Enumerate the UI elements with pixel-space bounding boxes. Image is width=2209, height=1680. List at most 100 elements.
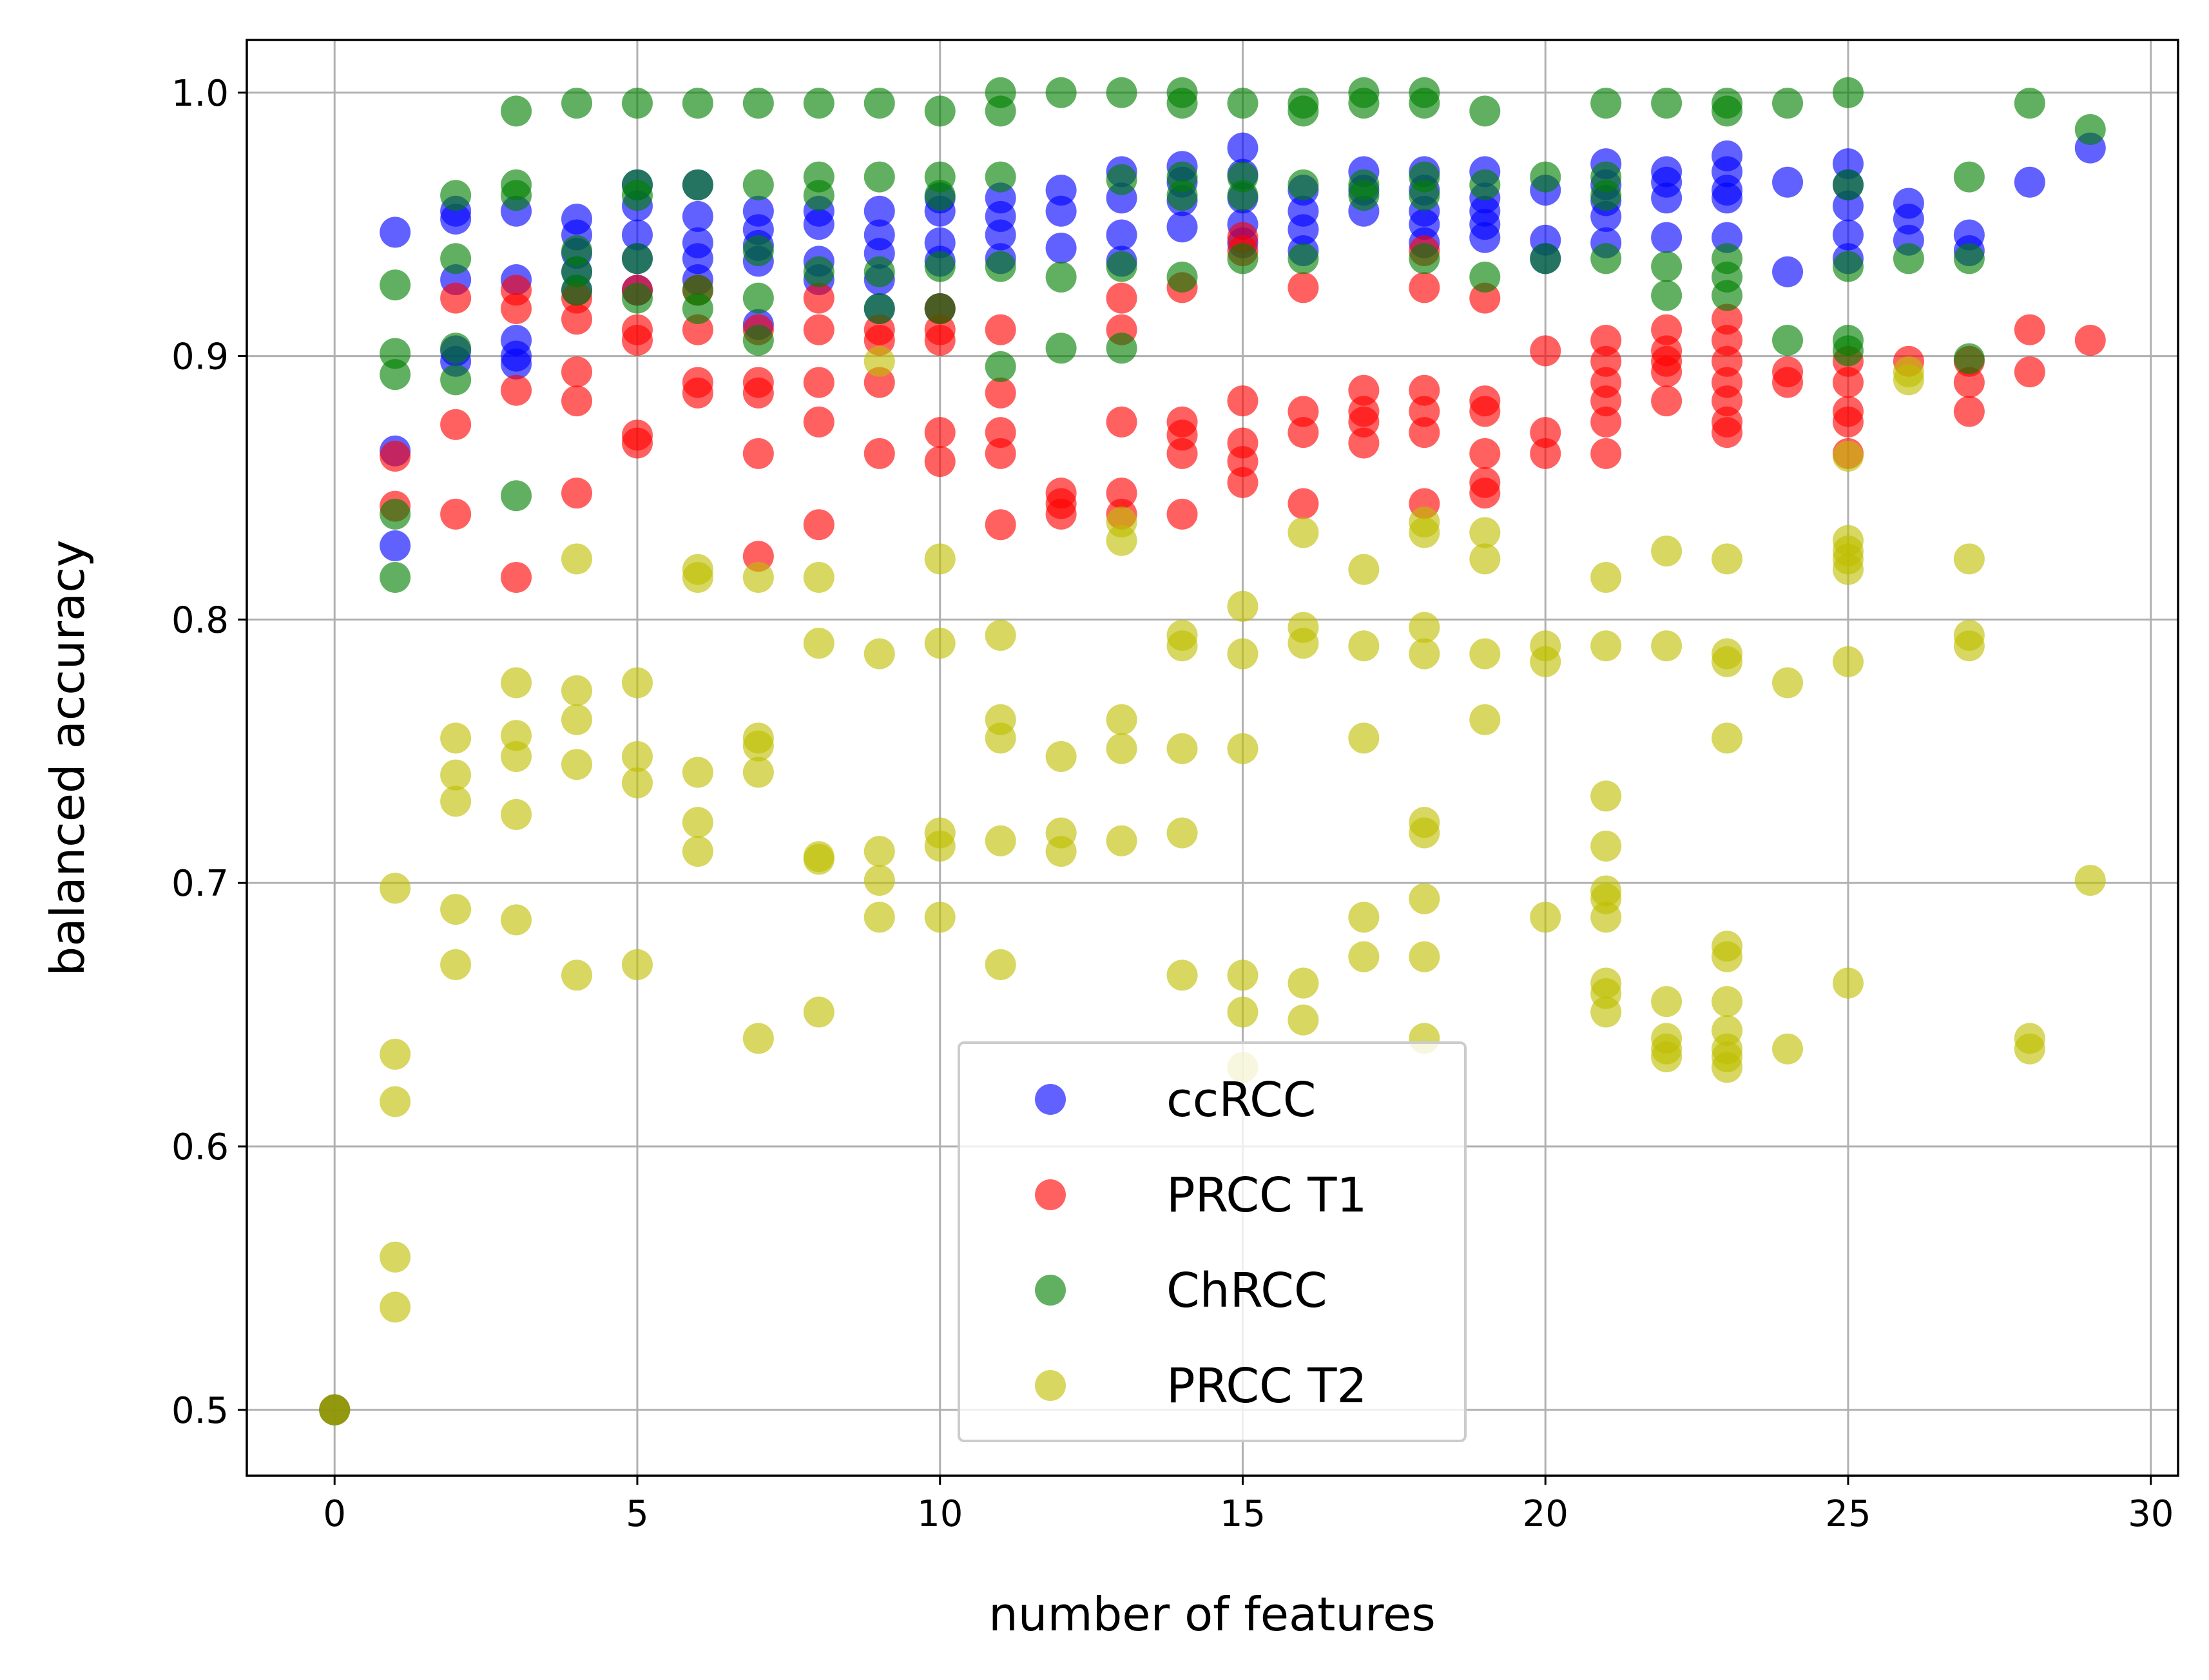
x-axis-title: number of features	[989, 1587, 1436, 1641]
data-point	[1712, 941, 1743, 972]
data-point	[1651, 222, 1683, 253]
data-point	[440, 364, 472, 396]
data-point	[1712, 646, 1743, 677]
data-point	[1530, 243, 1561, 275]
data-point	[2074, 325, 2106, 356]
data-point	[1469, 396, 1501, 427]
data-point	[1106, 77, 1137, 108]
data-point	[985, 351, 1016, 382]
legend-label: PRCC T1	[1166, 1168, 1367, 1223]
data-point	[501, 667, 532, 699]
data-point	[863, 195, 895, 227]
data-point	[1651, 630, 1683, 662]
data-point	[2014, 166, 2045, 198]
data-point	[1953, 396, 1985, 427]
data-point	[1166, 733, 1198, 764]
data-point	[803, 256, 834, 287]
data-point	[1590, 780, 1622, 812]
data-point	[621, 180, 653, 211]
data-point	[1651, 88, 1683, 119]
data-point	[924, 446, 956, 478]
data-point	[1530, 646, 1561, 677]
data-point	[1227, 733, 1259, 764]
data-point	[1832, 77, 1864, 108]
data-point	[440, 203, 472, 235]
data-point	[1166, 960, 1198, 991]
data-point	[1227, 467, 1259, 498]
x-tick-label: 0	[323, 1493, 346, 1535]
data-point	[742, 235, 774, 267]
data-point	[1106, 825, 1137, 856]
data-point	[2014, 314, 2045, 345]
data-point	[682, 169, 713, 200]
data-point	[1227, 385, 1259, 417]
data-point	[1469, 704, 1501, 735]
data-point	[742, 561, 774, 593]
data-point	[1409, 180, 1440, 211]
data-point	[863, 836, 895, 867]
data-point	[682, 88, 713, 119]
data-point	[621, 325, 653, 356]
data-point	[1590, 438, 1622, 469]
data-point	[1288, 243, 1319, 275]
x-tick-label: 20	[1523, 1493, 1568, 1535]
data-point	[985, 509, 1016, 541]
data-point	[621, 740, 653, 772]
data-point	[1530, 902, 1561, 933]
legend-frame	[958, 1041, 1467, 1442]
data-point	[440, 333, 472, 364]
data-point	[1469, 438, 1501, 469]
data-point	[1469, 222, 1501, 253]
data-point	[1166, 817, 1198, 849]
data-point	[1590, 180, 1622, 211]
data-point	[1590, 561, 1622, 593]
data-point	[561, 275, 593, 306]
y-tick-label: 0.5	[171, 1390, 229, 1432]
data-point	[1227, 180, 1259, 211]
data-point	[924, 830, 956, 862]
data-point	[561, 88, 593, 119]
data-point	[1651, 182, 1683, 214]
data-point	[1227, 132, 1259, 164]
data-point	[985, 377, 1016, 409]
data-point	[1590, 902, 1622, 933]
data-point	[1409, 417, 1440, 449]
data-point	[1469, 478, 1501, 509]
data-point	[1953, 630, 1985, 662]
data-point	[1348, 902, 1380, 933]
data-point	[501, 798, 532, 830]
data-point	[1651, 536, 1683, 567]
data-point	[803, 509, 834, 541]
data-point	[1530, 335, 1561, 367]
data-point	[1530, 161, 1561, 193]
data-point	[1469, 261, 1501, 293]
data-point	[1106, 282, 1137, 314]
data-point	[1409, 243, 1440, 275]
data-point	[561, 304, 593, 335]
data-point	[1712, 417, 1743, 449]
data-point	[863, 293, 895, 324]
data-point	[1712, 95, 1743, 127]
data-point	[2014, 1033, 2045, 1065]
data-point	[1651, 356, 1683, 388]
data-point	[1832, 406, 1864, 438]
data-point	[1409, 941, 1440, 972]
data-point	[1712, 986, 1743, 1018]
data-point	[440, 949, 472, 980]
data-point	[1166, 88, 1198, 119]
data-point	[924, 180, 956, 211]
data-point	[621, 219, 653, 251]
data-point	[1651, 280, 1683, 311]
data-point	[380, 1291, 411, 1323]
data-point	[1772, 325, 1804, 356]
data-point	[1166, 438, 1198, 469]
y-tick-label: 1.0	[171, 73, 229, 115]
data-point	[863, 438, 895, 469]
data-point	[742, 730, 774, 762]
data-point	[1712, 280, 1743, 311]
data-point	[742, 1023, 774, 1054]
data-point	[1288, 169, 1319, 200]
data-point	[863, 345, 895, 377]
x-tick-label: 25	[1825, 1493, 1871, 1535]
data-point	[985, 438, 1016, 469]
